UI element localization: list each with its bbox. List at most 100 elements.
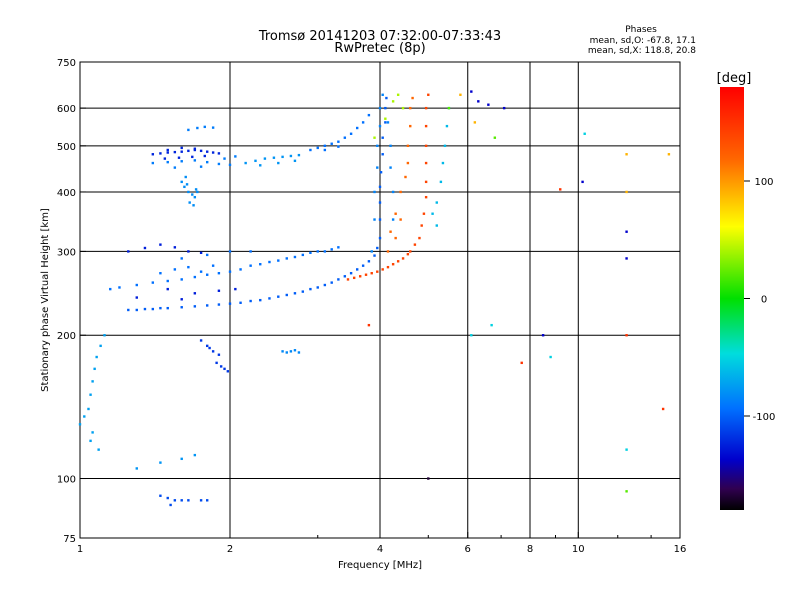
data-point: [667, 153, 671, 156]
data-point: [89, 439, 92, 443]
data-point: [625, 490, 628, 493]
data-point: [373, 254, 376, 257]
data-point: [205, 253, 209, 257]
data-point: [355, 126, 359, 130]
colorbar-tick-label: 100: [754, 177, 773, 188]
data-point: [391, 218, 395, 221]
data-point: [244, 161, 247, 165]
data-point: [91, 431, 94, 434]
data-point: [159, 272, 162, 275]
data-point: [187, 190, 190, 194]
data-point: [301, 253, 305, 257]
data-point: [180, 257, 183, 260]
data-point: [297, 153, 301, 157]
phases-x-stats: mean, sd,X: 118.8, 20.8: [588, 46, 696, 56]
data-point: [205, 499, 209, 502]
data-point: [277, 161, 280, 165]
data-point: [309, 251, 312, 255]
data-point: [193, 195, 197, 199]
data-point: [180, 150, 183, 153]
data-point: [93, 367, 96, 371]
data-point: [217, 272, 221, 275]
x-axis-ticks: 1 2 4 6 8 10 16: [77, 532, 686, 555]
data-point: [203, 154, 206, 158]
data-point: [223, 367, 226, 371]
data-point: [217, 162, 221, 166]
x-tick-label: 2: [227, 544, 233, 555]
data-point: [281, 155, 284, 159]
data-point: [373, 136, 376, 139]
data-point: [285, 257, 288, 260]
grid-lines: [80, 62, 680, 538]
data-point: [205, 344, 209, 348]
data-point: [159, 494, 162, 497]
colorbar-tick-label: -100: [753, 412, 776, 423]
data-point: [180, 306, 183, 309]
phase-colorbar: [deg] 100 0 -100: [717, 71, 775, 510]
data-point: [166, 151, 169, 154]
data-point: [205, 273, 209, 276]
data-point: [384, 117, 387, 120]
data-point: [541, 334, 545, 337]
data-point: [272, 156, 276, 159]
phases-heading: Phases: [625, 25, 657, 35]
colorbar-tick-label: 0: [761, 295, 767, 306]
data-point: [151, 161, 155, 165]
data-point: [228, 250, 232, 253]
data-point: [549, 355, 552, 359]
data-point: [323, 148, 327, 152]
data-point: [378, 106, 382, 110]
data-point: [337, 246, 340, 249]
data-point: [401, 257, 405, 260]
data-point: [337, 140, 340, 143]
data-point: [99, 344, 102, 348]
data-point: [443, 144, 447, 148]
data-point: [399, 218, 402, 221]
data-point: [361, 121, 365, 124]
data-point: [381, 93, 384, 96]
data-point: [118, 286, 121, 289]
data-point: [367, 323, 371, 327]
data-point: [159, 306, 162, 310]
data-point: [389, 144, 392, 148]
data-point: [435, 201, 438, 204]
y-tick-label: 600: [57, 104, 76, 115]
y-tick-label: 75: [63, 534, 76, 545]
data-point: [191, 155, 194, 159]
data-point: [625, 334, 628, 337]
data-point: [386, 250, 390, 253]
data-point: [293, 349, 297, 352]
data-point: [297, 351, 301, 354]
data-point: [439, 180, 443, 184]
data-point: [173, 166, 177, 169]
data-point: [228, 302, 232, 305]
data-point: [381, 136, 384, 139]
chart-title: Tromsø 20141203 07:32:00-07:33:43: [258, 29, 501, 44]
data-point: [384, 106, 387, 110]
y-axis-label: Stationary phase Virtual Height [km]: [40, 208, 51, 392]
data-point: [193, 148, 197, 152]
data-point: [180, 499, 183, 502]
data-point: [193, 147, 197, 150]
data-point: [199, 251, 203, 255]
data-point: [268, 260, 271, 264]
data-point: [352, 276, 356, 280]
data-point: [435, 224, 438, 227]
data-point: [625, 230, 628, 233]
data-point: [95, 355, 98, 359]
data-point: [180, 298, 183, 301]
data-point: [293, 255, 297, 259]
colorbar-ticks: 100 0 -100: [744, 177, 775, 423]
data-point: [487, 103, 490, 106]
data-points: [78, 90, 671, 507]
data-point: [396, 93, 400, 96]
data-point: [217, 303, 221, 306]
data-point: [281, 350, 284, 353]
data-point: [203, 125, 206, 129]
data-point: [493, 136, 497, 139]
data-point: [83, 415, 86, 418]
data-point: [418, 236, 421, 240]
x-tick-label: 6: [465, 544, 471, 555]
data-point: [406, 144, 410, 148]
